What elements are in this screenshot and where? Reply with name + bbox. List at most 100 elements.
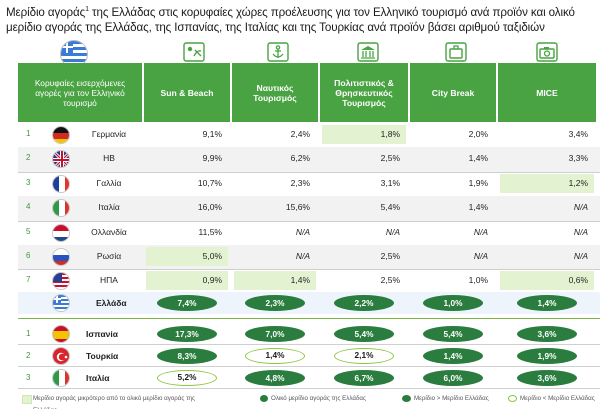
country-name: Γαλλία: [96, 177, 122, 188]
market-share-cell: 3,1%: [380, 177, 400, 188]
row-divider: [18, 344, 600, 345]
row-divider: [18, 171, 600, 173]
suitcase-icon: [445, 42, 467, 62]
header-col: Sun & Beach: [144, 63, 230, 122]
rank-number: 2: [26, 351, 31, 360]
market-share-cell: 15,6%: [285, 202, 310, 213]
row-divider: [18, 366, 600, 367]
market-share-cell: 2,3%: [290, 177, 310, 188]
country-name: ΗΒ: [103, 153, 115, 164]
competitor-share-pill: 17,3%: [157, 326, 217, 342]
competitor-share-pill: 5,4%: [423, 326, 483, 342]
header-top-markets: Κορυφαίες εισερχόμενες αγορές για τον Ελ…: [18, 63, 142, 122]
competitor-name: Ισπανία: [86, 329, 118, 339]
rank-number: 3: [26, 177, 31, 187]
market-share-cell: 6,2%: [290, 153, 310, 164]
legend-swatch-lower: [508, 395, 517, 402]
rank-number: 1: [26, 129, 31, 138]
market-share-cell: 5,0%: [146, 247, 228, 266]
row-background: [18, 196, 600, 221]
market-share-cell: 1,4%: [234, 271, 316, 291]
market-share-cell: 3,4%: [568, 129, 588, 139]
legend-lower-share: Μερίδιο αγοράς μικρότερο από το ολικό με…: [33, 395, 195, 409]
competitor-share-pill: 8,3%: [157, 348, 217, 364]
greece-share-pill: 1,0%: [423, 295, 483, 311]
country-name: Γερμανία: [91, 129, 127, 139]
greece-flag-icon: [60, 40, 88, 68]
rank-number: 3: [26, 373, 31, 382]
market-share-cell: 9,1%: [202, 129, 222, 139]
market-share-cell: 3,3%: [568, 153, 588, 164]
competitor-share-pill: 5,2%: [157, 370, 217, 386]
legend-greece-total: Ολικό μερίδιο αγοράς της Ελλάδας: [271, 395, 366, 402]
competitor-share-pill: 4,8%: [245, 370, 305, 386]
competitor-separator: [18, 318, 600, 319]
uk-flag-icon: [52, 150, 70, 169]
market-share-cell: 1,4%: [468, 202, 488, 213]
turkey-flag-icon: [52, 347, 70, 365]
header-col: Ναυτικός Τουρισμός: [232, 63, 318, 122]
market-share-cell: 2,5%: [380, 153, 400, 164]
row-background: [18, 245, 600, 270]
market-share-cell: N/A: [473, 251, 488, 261]
usa-flag-icon: [52, 272, 70, 291]
competitor-name: Τουρκία: [86, 351, 119, 361]
chart-title: Μερίδιο αγοράς1 της Ελλάδας στις κορυφαί…: [6, 6, 575, 34]
italy-flag-icon: [52, 199, 70, 218]
market-share-cell: N/A: [573, 202, 588, 213]
market-share-cell: 1,8%: [322, 125, 406, 144]
market-share-cell: 16,0%: [197, 202, 222, 213]
greece-label: Ελλάδα: [96, 298, 127, 308]
legend-swatch-greece-total: [260, 395, 268, 402]
header-col: City Break: [410, 63, 496, 122]
competitor-share-pill: 1,4%: [423, 348, 483, 364]
header-col: MICE: [498, 63, 596, 122]
market-share-cell: 1,2%: [500, 173, 594, 193]
competitor-share-pill: 3,6%: [517, 326, 577, 342]
market-share-cell: 2,4%: [290, 129, 310, 139]
camera-icon: [536, 42, 558, 62]
market-share-cell: 5,4%: [380, 202, 400, 213]
rank-number: 5: [26, 226, 31, 236]
greece-flag-icon: [52, 294, 70, 312]
greece-share-pill: 2,2%: [334, 295, 394, 311]
market-share-cell: N/A: [473, 226, 488, 237]
rank-number: 2: [26, 153, 31, 163]
market-share-cell: N/A: [295, 251, 310, 261]
spain-flag-icon: [52, 325, 70, 343]
competitor-share-pill: 6,7%: [334, 370, 394, 386]
market-share-cell: 2,0%: [468, 129, 488, 139]
country-name: Ιταλία: [98, 202, 120, 213]
competitor-share-pill: 1,9%: [517, 348, 577, 364]
market-share-cell: 0,6%: [500, 271, 594, 291]
row-divider: [18, 388, 600, 389]
country-name: Ολλανδία: [91, 226, 127, 237]
rank-number: 4: [26, 202, 31, 212]
rank-number: 1: [26, 329, 31, 338]
country-name: ΗΠΑ: [100, 275, 118, 286]
country-name: Ρωσία: [96, 251, 122, 261]
row-background: [18, 147, 600, 172]
legend-lower: Μερίδιο < Μερίδιο Ελλάδας: [520, 395, 595, 402]
anchor-icon: [267, 42, 289, 62]
italy-flag-icon: [52, 369, 70, 387]
competitor-share-pill: 6,0%: [423, 370, 483, 386]
sun-umbrella-icon: [183, 42, 205, 62]
competitor-name: Ιταλία: [86, 373, 110, 383]
rank-number: 6: [26, 251, 31, 260]
competitor-share-pill: 5,4%: [334, 326, 394, 342]
temple-icon: [357, 42, 379, 62]
market-share-cell: N/A: [573, 226, 588, 237]
rank-number: 7: [26, 275, 31, 285]
market-share-cell: 1,9%: [468, 177, 488, 188]
market-share-cell: 10,7%: [197, 177, 222, 188]
market-share-cell: 1,0%: [468, 275, 488, 286]
legend-higher: Μερίδιο > Μερίδιο Ελλάδας: [414, 395, 489, 402]
germany-flag-icon: [52, 126, 70, 144]
market-share-cell: 1,4%: [468, 153, 488, 164]
market-share-cell: 2,5%: [380, 275, 400, 286]
market-share-cell: 11,5%: [198, 226, 222, 237]
competitor-share-pill: 2,1%: [334, 348, 394, 364]
russia-flag-icon: [52, 248, 70, 266]
